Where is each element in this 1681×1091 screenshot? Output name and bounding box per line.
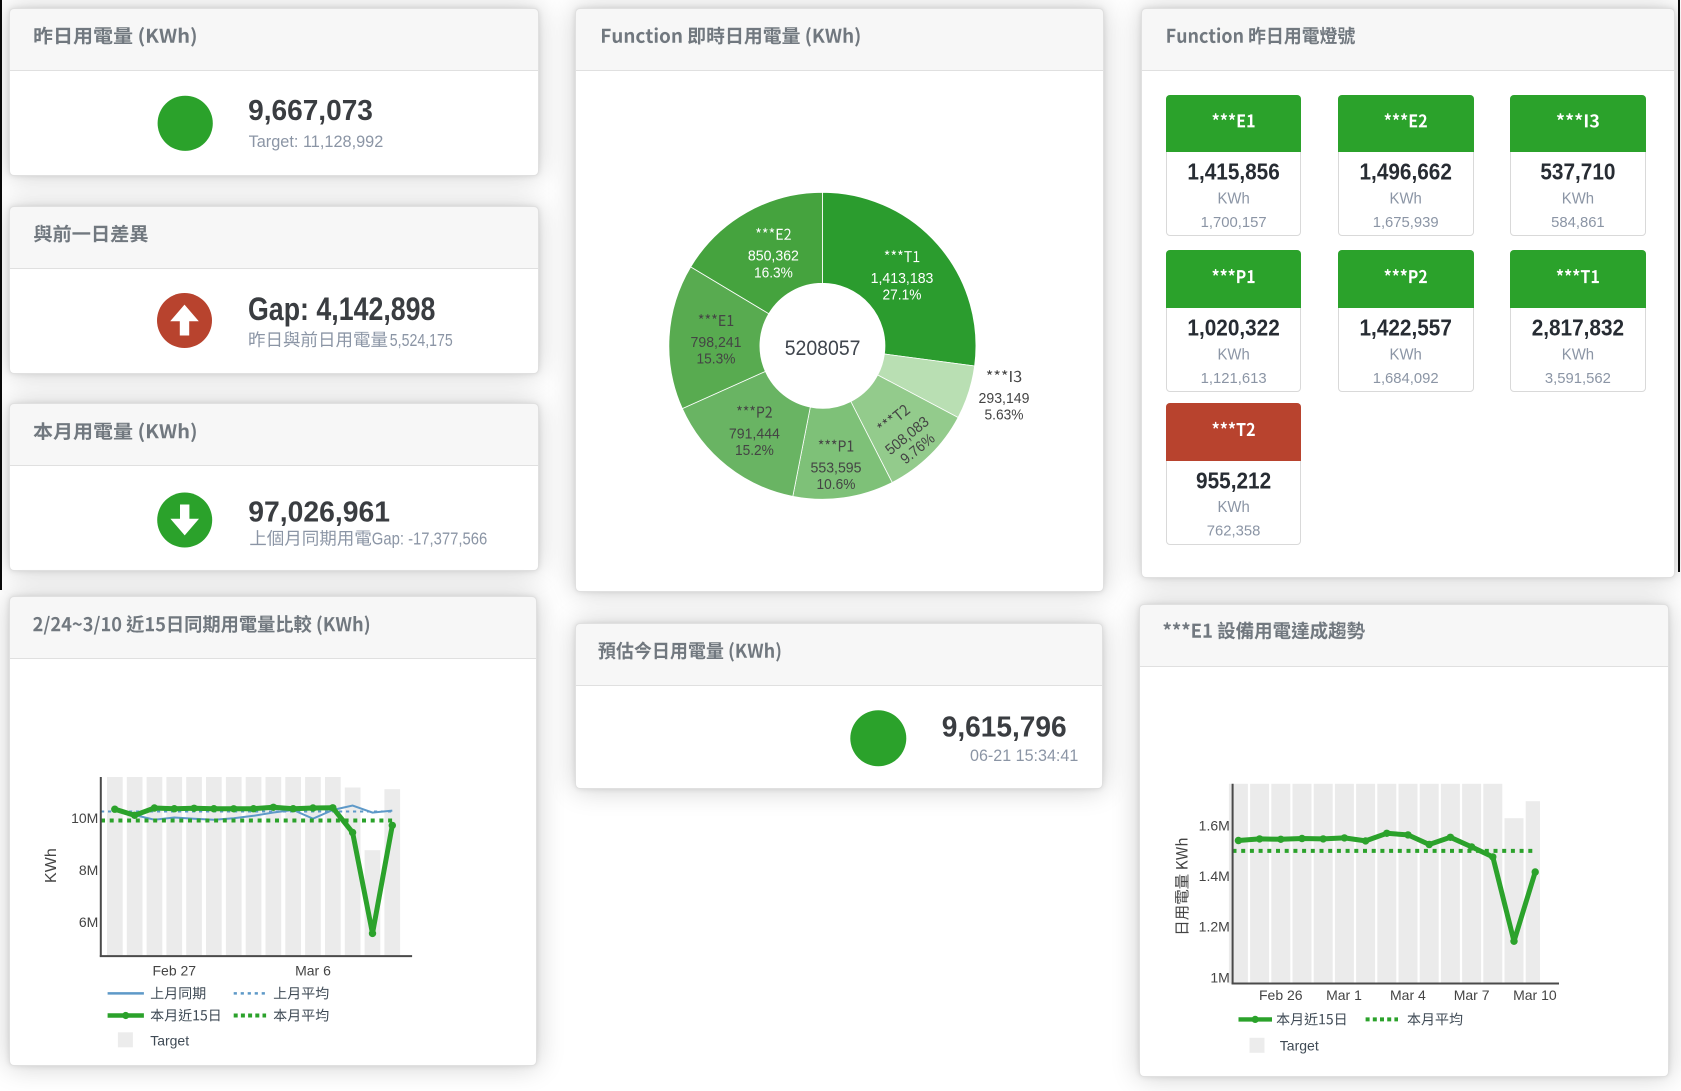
svg-text:1.4M: 1.4M (1199, 868, 1230, 884)
svg-text:1,121,613: 1,121,613 (1201, 370, 1267, 387)
svg-text:10.6%: 10.6% (817, 476, 856, 493)
svg-text:1,684,092: 1,684,092 (1373, 370, 1439, 387)
svg-text:5.63%: 5.63% (985, 407, 1024, 424)
svg-text:1.2M: 1.2M (1199, 919, 1230, 935)
svg-text:Mar 10: Mar 10 (1513, 987, 1557, 1003)
svg-text:16.3%: 16.3% (754, 264, 793, 281)
svg-text:3,591,562: 3,591,562 (1545, 370, 1611, 387)
svg-text:Feb 26: Feb 26 (1259, 987, 1303, 1003)
svg-text:5,524,175: 5,524,175 (390, 330, 453, 350)
svg-text:Target: Target (150, 1032, 189, 1048)
svg-text:Feb 27: Feb 27 (153, 962, 197, 978)
svg-text:Mar 1: Mar 1 (1326, 987, 1362, 1003)
svg-text:97,026,961: 97,026,961 (248, 496, 390, 528)
svg-text:1,413,183: 1,413,183 (871, 270, 934, 287)
svg-text:KWh: KWh (1217, 346, 1249, 363)
svg-text:KWh: KWh (1217, 499, 1249, 516)
svg-text:15.2%: 15.2% (735, 442, 774, 459)
svg-text:762,358: 762,358 (1207, 523, 1261, 540)
svg-text:1,496,662: 1,496,662 (1360, 159, 1452, 185)
svg-text:2,817,832: 2,817,832 (1532, 314, 1624, 340)
svg-text:15.3%: 15.3% (697, 351, 736, 368)
svg-text:KWh: KWh (1562, 191, 1594, 208)
svg-text:955,212: 955,212 (1196, 467, 1271, 493)
svg-text:Mar 7: Mar 7 (1454, 987, 1490, 1003)
svg-text:KWh: KWh (43, 848, 60, 883)
svg-text:KWh: KWh (1390, 346, 1422, 363)
svg-text:1,422,557: 1,422,557 (1360, 314, 1452, 340)
svg-text:Gap: -17,377,566: Gap: -17,377,566 (372, 529, 488, 549)
svg-text:1,020,322: 1,020,322 (1187, 314, 1279, 340)
svg-text:06-21 15:34:41: 06-21 15:34:41 (970, 746, 1078, 765)
svg-text:798,241: 798,241 (691, 334, 742, 351)
svg-text:1,415,856: 1,415,856 (1187, 159, 1279, 185)
svg-text:1M: 1M (1210, 969, 1229, 985)
svg-text:1,700,157: 1,700,157 (1201, 214, 1267, 231)
svg-text:KWh: KWh (1562, 346, 1594, 363)
svg-text:791,444: 791,444 (729, 426, 780, 443)
svg-text:850,362: 850,362 (748, 248, 799, 265)
svg-text:Mar 4: Mar 4 (1390, 987, 1426, 1003)
svg-text:584,861: 584,861 (1551, 214, 1605, 231)
svg-text:Gap: 4,142,898: Gap: 4,142,898 (248, 291, 435, 327)
svg-text:5208057: 5208057 (785, 336, 861, 360)
svg-text:6M: 6M (79, 914, 98, 930)
svg-text:8M: 8M (79, 862, 98, 878)
svg-text:9,615,796: 9,615,796 (942, 712, 1067, 744)
svg-text:Mar 6: Mar 6 (295, 962, 331, 978)
svg-text:27.1%: 27.1% (883, 287, 922, 304)
svg-text:10M: 10M (71, 810, 98, 826)
svg-text:Target: Target (1280, 1038, 1319, 1054)
svg-text:KWh: KWh (1217, 191, 1249, 208)
svg-text:9,667,073: 9,667,073 (248, 95, 373, 127)
svg-text:KWh: KWh (1390, 191, 1422, 208)
svg-text:Target: 11,128,992: Target: 11,128,992 (249, 132, 384, 151)
svg-text:1,675,939: 1,675,939 (1373, 214, 1439, 231)
svg-text:1.6M: 1.6M (1199, 817, 1230, 833)
svg-text:293,149: 293,149 (979, 390, 1030, 407)
svg-text:537,710: 537,710 (1540, 159, 1615, 185)
svg-text:553,595: 553,595 (811, 459, 862, 476)
